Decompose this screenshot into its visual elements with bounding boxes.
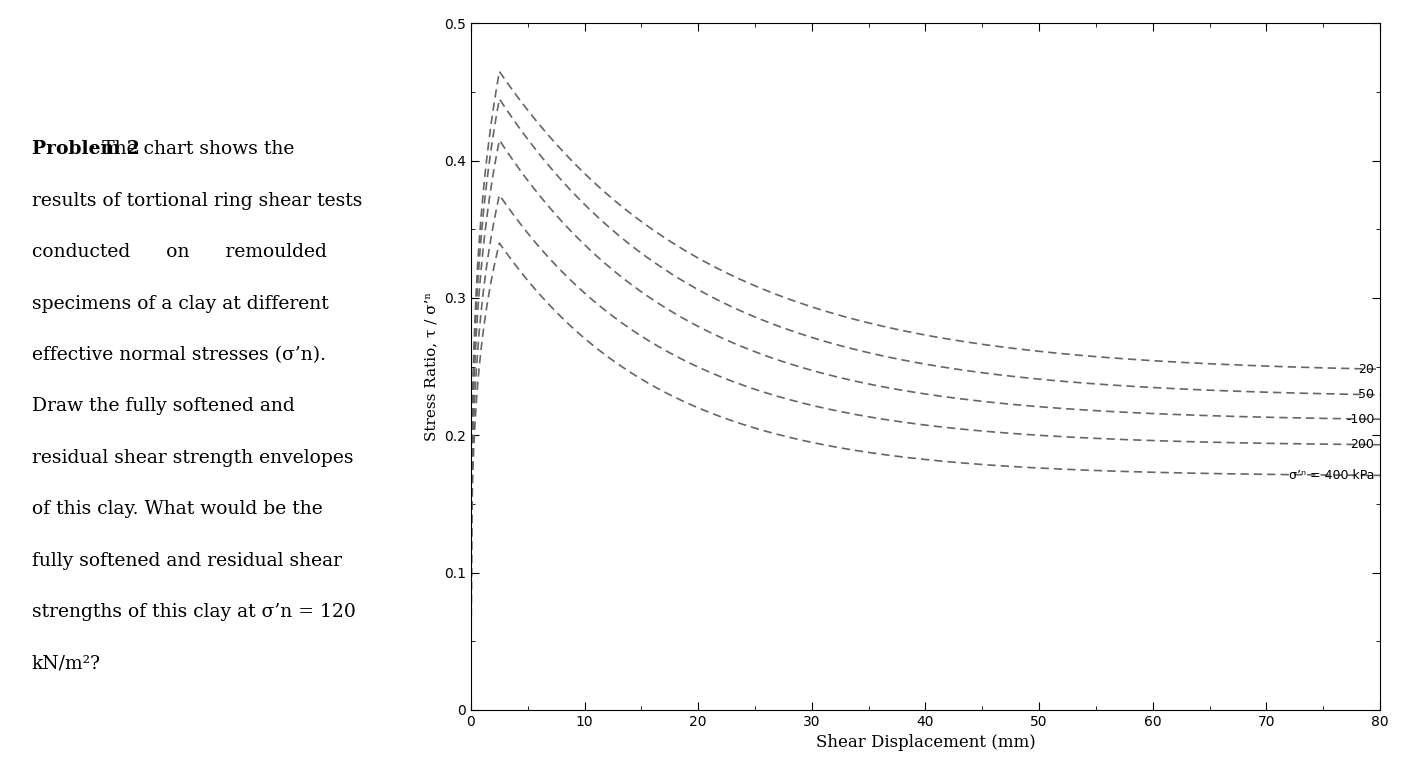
Text: -100: -100	[1346, 413, 1374, 426]
Text: effective normal stresses (σ’n).: effective normal stresses (σ’n).	[32, 346, 326, 364]
Text: of this clay. What would be the: of this clay. What would be the	[32, 501, 322, 519]
Text: strengths of this clay at σ’n = 120: strengths of this clay at σ’n = 120	[32, 604, 356, 622]
X-axis label: Shear Displacement (mm): Shear Displacement (mm)	[815, 734, 1035, 751]
Text: 20: 20	[1359, 363, 1374, 376]
Text: : The chart shows the: : The chart shows the	[90, 140, 294, 158]
Text: Problem 2: Problem 2	[32, 140, 140, 158]
Text: conducted      on      remoulded: conducted on remoulded	[32, 243, 326, 261]
Text: results of tortional ring shear tests: results of tortional ring shear tests	[32, 192, 361, 210]
Text: σ’ⁿ = 400 kPa: σ’ⁿ = 400 kPa	[1289, 469, 1374, 482]
Text: residual shear strength envelopes: residual shear strength envelopes	[32, 449, 353, 467]
Text: Draw the fully softened and: Draw the fully softened and	[32, 398, 294, 416]
Text: fully softened and residual shear: fully softened and residual shear	[32, 552, 342, 570]
Text: 50: 50	[1359, 388, 1374, 402]
Y-axis label: Stress Ratio, τ / σ’ⁿ: Stress Ratio, τ / σ’ⁿ	[425, 292, 439, 441]
Text: 200: 200	[1351, 438, 1374, 451]
Text: specimens of a clay at different: specimens of a clay at different	[32, 295, 328, 313]
Text: kN/m²?: kN/m²?	[32, 655, 101, 673]
